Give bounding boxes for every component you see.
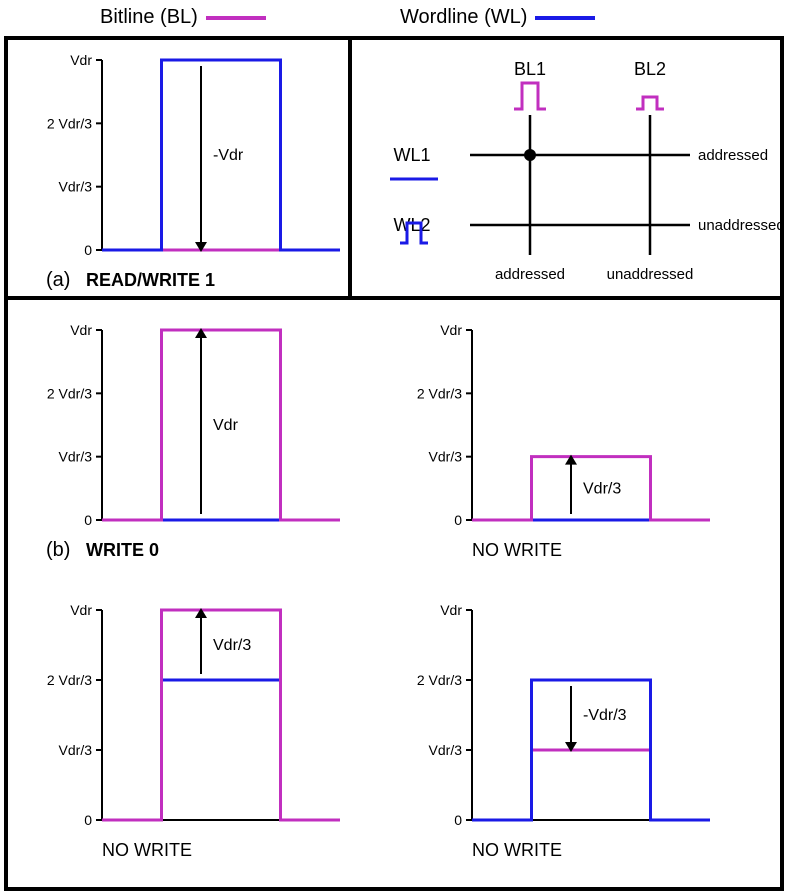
svg-text:Vdr: Vdr [440, 602, 462, 618]
crossbar-schematic: BL1 BL2 WL1 WL2 addressed unaddressed addresse… [360, 45, 780, 295]
svg-text:2 Vdr/3: 2 Vdr/3 [47, 115, 92, 131]
svg-text:-Vdr/3: -Vdr/3 [583, 707, 627, 724]
svg-text:2 Vdr/3: 2 Vdr/3 [47, 672, 92, 688]
svg-text:Vdr/3: Vdr/3 [429, 449, 463, 465]
svg-text:0: 0 [454, 512, 462, 528]
svg-text:NO WRITE: NO WRITE [472, 540, 562, 560]
svg-text:NO WRITE: NO WRITE [472, 840, 562, 860]
svg-text:addressed: addressed [698, 147, 768, 164]
panel-b2: 0 Vdr/3 2 Vdr/3 Vdr Vdr/3 NO WRITE [400, 320, 720, 570]
panel-a: 0 Vdr/3 2 Vdr/3 Vdr -Vdr (a) READ/WRITE 1 [30, 50, 350, 300]
svg-text:WRITE 0: WRITE 0 [86, 540, 159, 560]
svg-text:Vdr/3: Vdr/3 [59, 179, 93, 195]
svg-text:Vdr/3: Vdr/3 [429, 742, 463, 758]
svg-text:2 Vdr/3: 2 Vdr/3 [47, 385, 92, 401]
svg-text:-Vdr: -Vdr [213, 147, 244, 164]
svg-text:unaddressed: unaddressed [698, 217, 780, 234]
panel-b4: 0 Vdr/3 2 Vdr/3 Vdr -Vdr/3 NO WRITE [400, 600, 720, 870]
svg-text:(a): (a) [46, 269, 70, 291]
svg-text:0: 0 [454, 812, 462, 828]
svg-text:Vdr/3: Vdr/3 [213, 637, 251, 654]
svg-text:Vdr: Vdr [70, 602, 92, 618]
svg-text:Vdr: Vdr [70, 322, 92, 338]
svg-text:0: 0 [84, 812, 92, 828]
svg-text:Vdr: Vdr [440, 322, 462, 338]
svg-text:BL2: BL2 [634, 59, 666, 79]
svg-text:READ/WRITE 1: READ/WRITE 1 [86, 270, 215, 290]
svg-text:Vdr: Vdr [213, 417, 239, 434]
svg-text:NO WRITE: NO WRITE [102, 840, 192, 860]
svg-text:Vdr/3: Vdr/3 [59, 742, 93, 758]
svg-text:0: 0 [84, 242, 92, 258]
svg-text:addressed: addressed [495, 266, 565, 283]
panel-b3: 0 Vdr/3 2 Vdr/3 Vdr Vdr/3 NO WRITE [30, 600, 350, 870]
svg-text:Vdr/3: Vdr/3 [583, 480, 621, 497]
svg-text:BL1: BL1 [514, 59, 546, 79]
figure-canvas: Bitline (BL) Wordline (WL) 0Vdr/32 Vdr/3… [0, 0, 788, 895]
svg-text:WL2: WL2 [393, 215, 430, 235]
svg-text:0: 0 [84, 512, 92, 528]
panel-b1: 0 Vdr/3 2 Vdr/3 Vdr Vdr (b) WRITE 0 [30, 320, 350, 570]
svg-text:unaddressed: unaddressed [607, 266, 694, 283]
svg-text:Vdr/3: Vdr/3 [59, 449, 93, 465]
svg-text:2 Vdr/3: 2 Vdr/3 [417, 672, 462, 688]
svg-text:Vdr: Vdr [70, 52, 92, 68]
svg-text:WL1: WL1 [393, 145, 430, 165]
svg-text:(b): (b) [46, 539, 70, 561]
svg-text:2 Vdr/3: 2 Vdr/3 [417, 385, 462, 401]
